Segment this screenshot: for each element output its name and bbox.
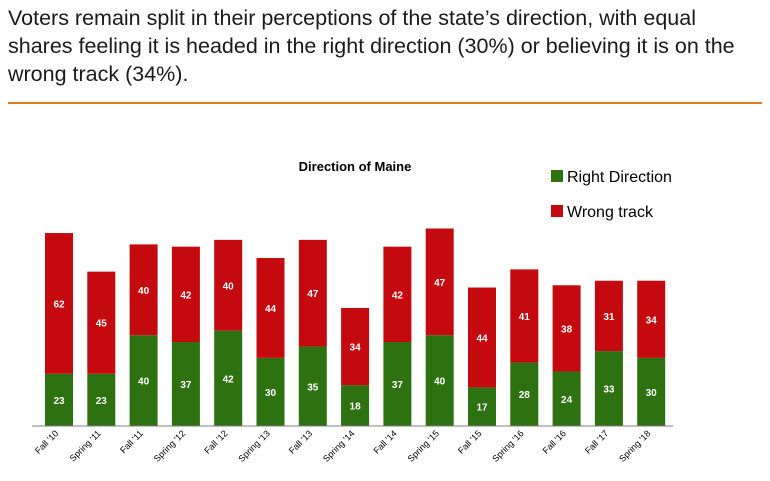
label-wrong-spring-12: 42 — [180, 290, 192, 301]
label-wrong-spring-13: 44 — [265, 304, 277, 315]
legend-label-right-direction: Right Direction — [567, 169, 672, 186]
tick-label-fall-15: Fall '15 — [456, 428, 483, 455]
label-right-spring-18: 30 — [646, 388, 658, 399]
bar-right-fall-16 — [552, 371, 581, 426]
bar-right-fall-12 — [214, 330, 243, 426]
bar-wrong-spring-12 — [171, 246, 200, 343]
legend-swatch-wrong-track — [551, 205, 563, 217]
bar-right-fall-10 — [45, 373, 73, 426]
label-wrong-fall-11: 40 — [138, 286, 150, 297]
label-right-fall-13: 35 — [307, 382, 319, 393]
bar-wrong-fall-15 — [468, 287, 496, 388]
tick-label-spring-11: Spring '11 — [68, 428, 103, 463]
label-right-fall-17: 33 — [603, 385, 615, 396]
label-wrong-fall-13: 47 — [307, 289, 319, 300]
bar-right-spring-18 — [637, 357, 666, 426]
label-right-spring-16: 28 — [519, 390, 531, 401]
bar-wrong-spring-11 — [87, 271, 116, 374]
label-right-spring-15: 40 — [434, 377, 446, 388]
label-wrong-spring-14: 34 — [350, 343, 362, 354]
bar-right-spring-12 — [171, 342, 200, 426]
tick-label-spring-12: Spring '12 — [152, 428, 188, 464]
bars-group: 23 62 23 45 40 40 37 42 42 40 30 44 35 47 18 34 37 42 40 47… — [45, 228, 666, 426]
bar-wrong-spring-18 — [637, 280, 666, 358]
tick-label-fall-11: Fall '11 — [118, 428, 145, 455]
bar-wrong-fall-12 — [214, 239, 243, 331]
bar-right-spring-16 — [510, 362, 539, 426]
label-wrong-fall-15: 44 — [476, 333, 488, 344]
label-wrong-spring-11: 45 — [96, 319, 108, 330]
tick-label-fall-14: Fall '14 — [371, 428, 398, 455]
bar-wrong-spring-14 — [341, 307, 370, 386]
label-right-fall-16: 24 — [561, 395, 573, 406]
tick-label-spring-15: Spring '15 — [406, 428, 442, 464]
bar-wrong-fall-11 — [129, 244, 158, 336]
chart-title: Direction of Maine — [299, 159, 412, 174]
label-right-fall-14: 37 — [392, 380, 404, 391]
bar-wrong-spring-16 — [510, 269, 539, 363]
legend-label-wrong-track: Wrong track — [567, 204, 654, 221]
tick-label-spring-16: Spring '16 — [490, 428, 526, 464]
bar-right-fall-17 — [594, 351, 623, 426]
label-right-spring-13: 30 — [265, 388, 277, 399]
label-right-fall-10: 23 — [53, 396, 65, 407]
tick-label-fall-12: Fall '12 — [202, 428, 229, 455]
tick-label-spring-14: Spring '14 — [321, 428, 357, 464]
legend: Right Direction Wrong track — [551, 169, 672, 221]
tick-label-fall-10: Fall '10 — [33, 428, 60, 455]
bar-right-spring-14 — [341, 385, 370, 426]
label-right-spring-14: 18 — [350, 402, 362, 413]
bar-wrong-spring-15 — [425, 228, 454, 336]
bar-wrong-fall-16 — [552, 285, 581, 372]
label-right-spring-11: 23 — [96, 396, 108, 407]
bar-right-fall-11 — [129, 335, 158, 426]
legend-swatch-right-direction — [551, 170, 563, 182]
label-wrong-spring-18: 34 — [646, 315, 658, 326]
tick-label-spring-18: Spring '18 — [617, 428, 653, 464]
tick-label-fall-13: Fall '13 — [287, 428, 314, 455]
tick-label-spring-13: Spring '13 — [236, 428, 272, 464]
bar-right-spring-15 — [425, 335, 454, 426]
label-right-spring-12: 37 — [180, 380, 192, 391]
bar-right-fall-13 — [298, 346, 327, 426]
label-wrong-fall-12: 40 — [223, 281, 235, 292]
bar-wrong-fall-14 — [383, 246, 412, 343]
label-right-fall-12: 42 — [223, 374, 235, 385]
label-wrong-spring-16: 41 — [519, 312, 531, 323]
bar-wrong-fall-13 — [298, 239, 327, 347]
bar-wrong-fall-17 — [594, 280, 623, 352]
label-wrong-fall-14: 42 — [392, 290, 404, 301]
x-axis-ticks: Fall '10 Spring '11 Fall '11 Spring '12 Fall… — [33, 428, 653, 464]
slide-headline: Voters remain split in their perceptions… — [8, 6, 735, 86]
bar-right-spring-13 — [256, 357, 285, 426]
bar-wrong-spring-13 — [256, 258, 285, 358]
tick-label-fall-17: Fall '17 — [583, 428, 610, 455]
bar-right-fall-15 — [468, 387, 496, 426]
label-right-fall-11: 40 — [138, 377, 150, 388]
bar-wrong-fall-10 — [45, 233, 73, 374]
label-wrong-fall-17: 31 — [603, 312, 615, 323]
headline-divider — [8, 102, 762, 104]
label-right-fall-15: 17 — [476, 403, 488, 414]
tick-label-fall-16: Fall '16 — [541, 428, 568, 455]
label-wrong-spring-15: 47 — [434, 278, 446, 289]
bar-right-fall-14 — [383, 342, 412, 426]
label-wrong-fall-16: 38 — [561, 324, 573, 335]
label-wrong-fall-10: 62 — [53, 299, 65, 310]
bar-right-spring-11 — [87, 373, 116, 426]
